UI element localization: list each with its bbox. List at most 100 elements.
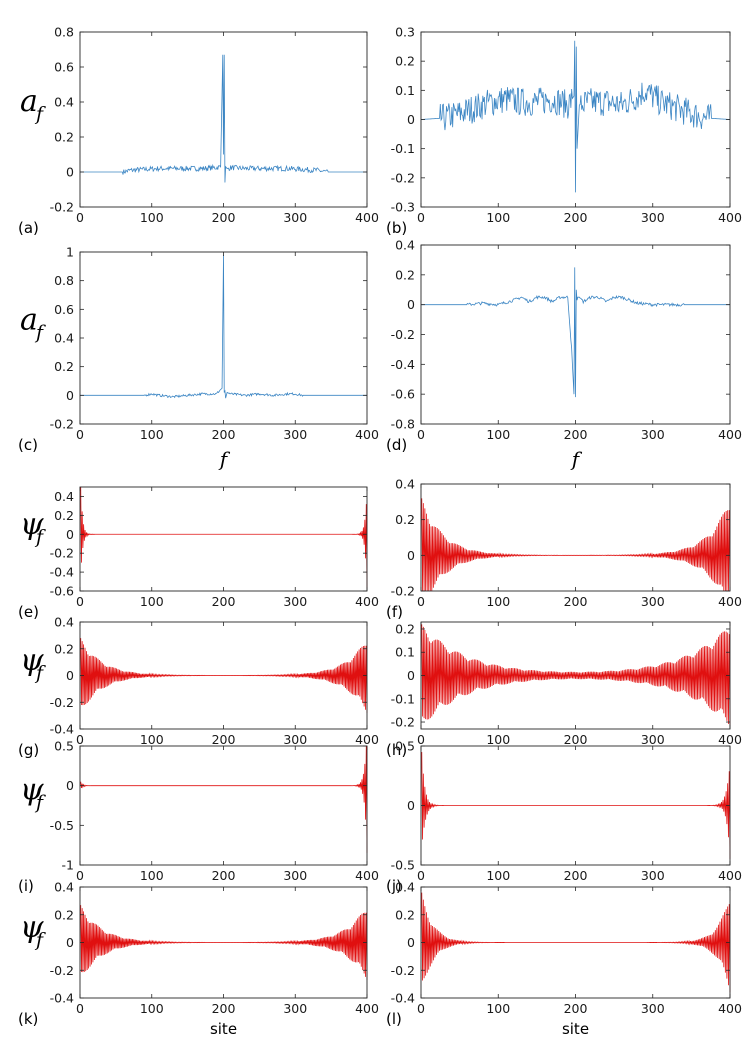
panel-e: 0 100 200 300 400 -0.6 -0.4 -0.2 0 0.2 0.4 (e) ψf: [18, 486, 379, 621]
y-tick-label: 0.8: [54, 25, 74, 40]
y-tick-label: 0.4: [395, 477, 415, 492]
y-tick-label: 0: [407, 935, 415, 950]
panel-label-l: (l): [386, 1010, 402, 1028]
x-tick-label: 300: [283, 1001, 307, 1016]
y-tick-label: -0.1: [391, 691, 415, 706]
x-tick-label: 100: [486, 732, 510, 747]
x-tick-label: 100: [486, 1001, 510, 1016]
x-tick-label: 400: [718, 210, 742, 225]
x-tick-label: 200: [212, 594, 236, 609]
panel-g: 0 100 200 300 400 -0.4 -0.2 0 0.2 0.4 (g) ψf: [18, 615, 379, 760]
x-tick-label: 0: [417, 427, 425, 442]
x-tick-label: 300: [641, 868, 665, 883]
y-tick-label: -0.8: [391, 417, 415, 432]
y-tick-label: 0: [66, 935, 74, 950]
x-tick-label: 300: [641, 594, 665, 609]
x-tick-label: 300: [641, 732, 665, 747]
x-tick-label: 100: [140, 594, 164, 609]
y-tick-label: 0: [407, 668, 415, 683]
series-line-i: [80, 746, 368, 853]
y-tick-label: -0.2: [50, 546, 74, 561]
y-tick-label: -0.2: [391, 327, 415, 342]
panel-label-b: (b): [386, 219, 407, 237]
panel-label-e: (e): [18, 603, 39, 621]
y-tick-label: 0.2: [54, 508, 74, 523]
y-tick-label: 0.2: [54, 130, 74, 145]
y-tick-label: 0: [407, 798, 415, 813]
series-line-d: [421, 267, 730, 398]
x-tick-label: 100: [486, 868, 510, 883]
x-tick-label: 300: [641, 427, 665, 442]
x-tick-label: 0: [76, 868, 84, 883]
y-axis-label: a: [20, 84, 38, 119]
panel-k: 0 100 200 300 400 -0.4 -0.2 0 0.2 0.4 (k) ψf site: [18, 880, 379, 1039]
y-tick-label: -0.6: [391, 387, 415, 402]
x-tick-label: 200: [212, 732, 236, 747]
y-tick-label: 0.2: [54, 907, 74, 922]
y-tick-label: -0.2: [50, 417, 74, 432]
y-tick-label: -0.4: [50, 991, 74, 1006]
x-tick-label: 400: [355, 427, 379, 442]
y-tick-label: -0.5: [50, 818, 74, 833]
y-tick-label: 0: [66, 388, 74, 403]
y-tick-label: 0.6: [54, 302, 74, 317]
y-tick-label: -0.2: [391, 715, 415, 730]
y-tick-label: -0.2: [391, 170, 415, 185]
x-tick-label: 100: [140, 1001, 164, 1016]
x-tick-label: 0: [417, 732, 425, 747]
x-tick-label: 200: [212, 210, 236, 225]
panel-label-k: (k): [18, 1010, 38, 1028]
x-tick-label: 300: [283, 732, 307, 747]
y-tick-label: 0: [407, 548, 415, 563]
panel-label-f: (f): [386, 603, 403, 621]
y-tick-label: -0.2: [50, 200, 74, 215]
y-axis-label: ψ: [20, 507, 44, 542]
x-tick-label: 100: [486, 427, 510, 442]
y-axis-label-subscript: f: [34, 526, 46, 548]
y-tick-label: -0.4: [50, 565, 74, 580]
panel-label-g: (g): [18, 741, 39, 759]
panel-c: 0 100 200 300 400-0.200.20.40.60.81(c)aff: [18, 245, 379, 472]
x-tick-label: 0: [76, 594, 84, 609]
x-tick-label: 300: [283, 210, 307, 225]
panel-label-j: (j): [386, 877, 402, 895]
y-tick-label: -1: [62, 858, 74, 873]
y-tick-label: 0: [66, 778, 74, 793]
x-axis-label: f: [570, 447, 583, 471]
y-tick-label: 0.4: [54, 489, 74, 504]
x-tick-label: 0: [417, 210, 425, 225]
y-tick-label: 0: [66, 527, 74, 542]
y-tick-label: 0.3: [395, 25, 415, 40]
x-tick-label: 300: [641, 1001, 665, 1016]
panel-i: 0 100 200 300 400 -1 -0.5 0 0.5 (i) ψf: [18, 739, 379, 896]
x-tick-label: 200: [212, 868, 236, 883]
panel-label-c: (c): [18, 436, 38, 454]
panel-label-d: (d): [386, 436, 407, 454]
x-tick-label: 0: [76, 427, 84, 442]
y-tick-label: 0: [66, 165, 74, 180]
panel-label-a: (a): [18, 219, 39, 237]
panel-label-h: (h): [386, 741, 407, 759]
x-tick-label: 400: [355, 594, 379, 609]
x-tick-label: 100: [486, 594, 510, 609]
x-tick-label: 200: [212, 427, 236, 442]
y-tick-label: 0.5: [54, 739, 74, 754]
x-tick-label: 400: [718, 868, 742, 883]
axes-box-e: [79, 486, 368, 592]
y-tick-label: 0.4: [54, 95, 74, 110]
x-tick-label: 400: [718, 427, 742, 442]
y-tick-label: 0.2: [395, 621, 415, 636]
series-line-b: [420, 40, 731, 193]
panel-j: 0 100 200 300 400-0.500.5(j): [386, 739, 742, 896]
panel-d: 0 100 200 300 400 -0.8 -0.6 -0.4 -0.2 0 0.2 0.4 (d) f: [386, 238, 742, 472]
series-line-e: [80, 486, 368, 589]
y-axis-label-subscript: f: [34, 103, 46, 125]
y-tick-label: 0.4: [54, 331, 74, 346]
x-axis-label: site: [562, 1020, 589, 1038]
x-tick-label: 100: [140, 868, 164, 883]
y-tick-label: 0.2: [395, 267, 415, 282]
series-line-h: [421, 624, 731, 727]
y-axis-label: ψ: [20, 643, 44, 678]
x-tick-label: 400: [355, 210, 379, 225]
